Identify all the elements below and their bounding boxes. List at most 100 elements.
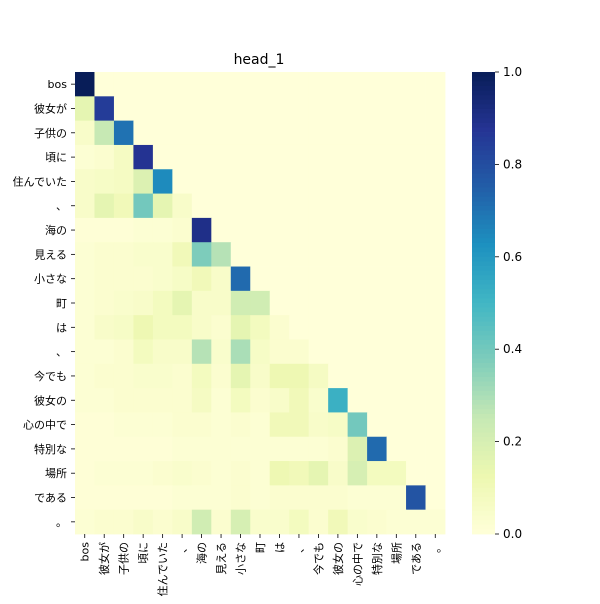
heatmap-cell [152,339,173,365]
x-tick-label: 見える [215,542,228,575]
chart-title: head_1 [234,52,285,68]
heatmap-cell [347,461,368,486]
colorbar-segment [472,464,495,470]
heatmap-cell [347,290,368,316]
heatmap-cell [386,120,407,146]
heatmap-cell [94,266,115,292]
colorbar-segment [472,524,495,530]
heatmap-cell [289,290,310,316]
heatmap-cell [230,485,251,511]
heatmap-cell [347,96,368,122]
colorbar-segment [472,376,495,382]
colorbar-segment [472,284,495,290]
y-tick-label: 彼女の [34,393,67,407]
heatmap-cell [172,169,193,194]
heatmap-cell [250,266,271,292]
heatmap-cell [152,388,173,413]
heatmap-cell [94,315,115,340]
colorbar-segment [472,497,495,503]
heatmap-cell [425,388,446,413]
heatmap-cell [113,461,134,486]
colorbar-segment [472,330,495,336]
heatmap-cell [367,509,387,535]
heatmap-cell [133,120,154,146]
heatmap-cell [347,315,368,340]
heatmap-cell [230,315,251,340]
colorbar-segment [472,270,495,276]
x-tick-label: 、 [293,542,306,553]
heatmap-cell [386,96,407,122]
colorbar-segment [472,132,495,138]
heatmap-cell [425,72,446,97]
heatmap-cell [289,461,310,486]
heatmap-cell [211,144,232,170]
colorbar-segment [472,266,495,272]
heatmap-cell [328,96,349,122]
heatmap-cell [367,412,387,438]
x-tick-label: 海の [195,542,209,564]
colorbar-segment [472,238,495,244]
colorbar-segment [472,492,495,498]
heatmap-cell [250,485,271,511]
heatmap-cell [347,485,368,511]
heatmap-cell [289,96,310,122]
heatmap-cell [425,217,446,243]
colorbar-segment [472,478,495,484]
heatmap-cell [289,72,310,97]
colorbar-segment [472,261,495,267]
heatmap-cell [250,315,271,340]
x-tick-label: 今でも [311,542,325,575]
heatmap-cell [367,242,387,267]
heatmap-cell [328,412,349,438]
heatmap-cell [250,242,271,267]
heatmap-cell [113,96,134,122]
heatmap-cell [367,485,387,511]
heatmap-cell [308,144,329,170]
heatmap-cell [269,169,290,194]
heatmap-cell [133,315,154,340]
heatmap-cell [406,217,426,243]
heatmap-cell [269,193,290,219]
y-tick-label: 見える [34,248,67,261]
colorbar-segment [472,242,495,248]
heatmap-cell [328,485,349,511]
colorbar-segment [472,353,495,359]
heatmap-cell [133,461,154,486]
heatmap-cell [172,388,193,413]
x-tick-label: bos [79,542,92,562]
heatmap-cell [152,363,173,389]
heatmap-cell [172,339,193,365]
colorbar-segment [472,307,495,313]
heatmap-cell [211,363,232,389]
heatmap-cell [269,509,290,535]
heatmap-cell [328,144,349,170]
heatmap-cell [133,72,154,97]
heatmap-cell [250,436,271,462]
heatmap-cell [425,461,446,486]
heatmap-cell [425,96,446,122]
heatmap-cell [367,315,387,340]
colorbar-segment [472,233,495,239]
heatmap-cell [75,315,95,340]
heatmap-cell [250,193,271,219]
heatmap-cell [152,169,173,194]
heatmap-cell [250,217,271,243]
heatmap-cell [211,315,232,340]
heatmap-cell [386,339,407,365]
heatmap-cell [172,96,193,122]
colorbar-segment [472,127,495,133]
heatmap-cell [172,412,193,438]
heatmap-cell [94,461,115,486]
heatmap-cell [191,485,212,511]
heatmap-cell [94,388,115,413]
colorbar-segment [472,506,495,512]
heatmap-cell [308,242,329,267]
heatmap-cell [133,339,154,365]
colorbar-segment [472,192,495,198]
heatmap-cell [172,290,193,316]
heatmap-cell [328,339,349,365]
heatmap-cell [269,339,290,365]
colorbar-segment [472,113,495,119]
heatmap-cell [191,169,212,194]
heatmap-cell [152,461,173,486]
